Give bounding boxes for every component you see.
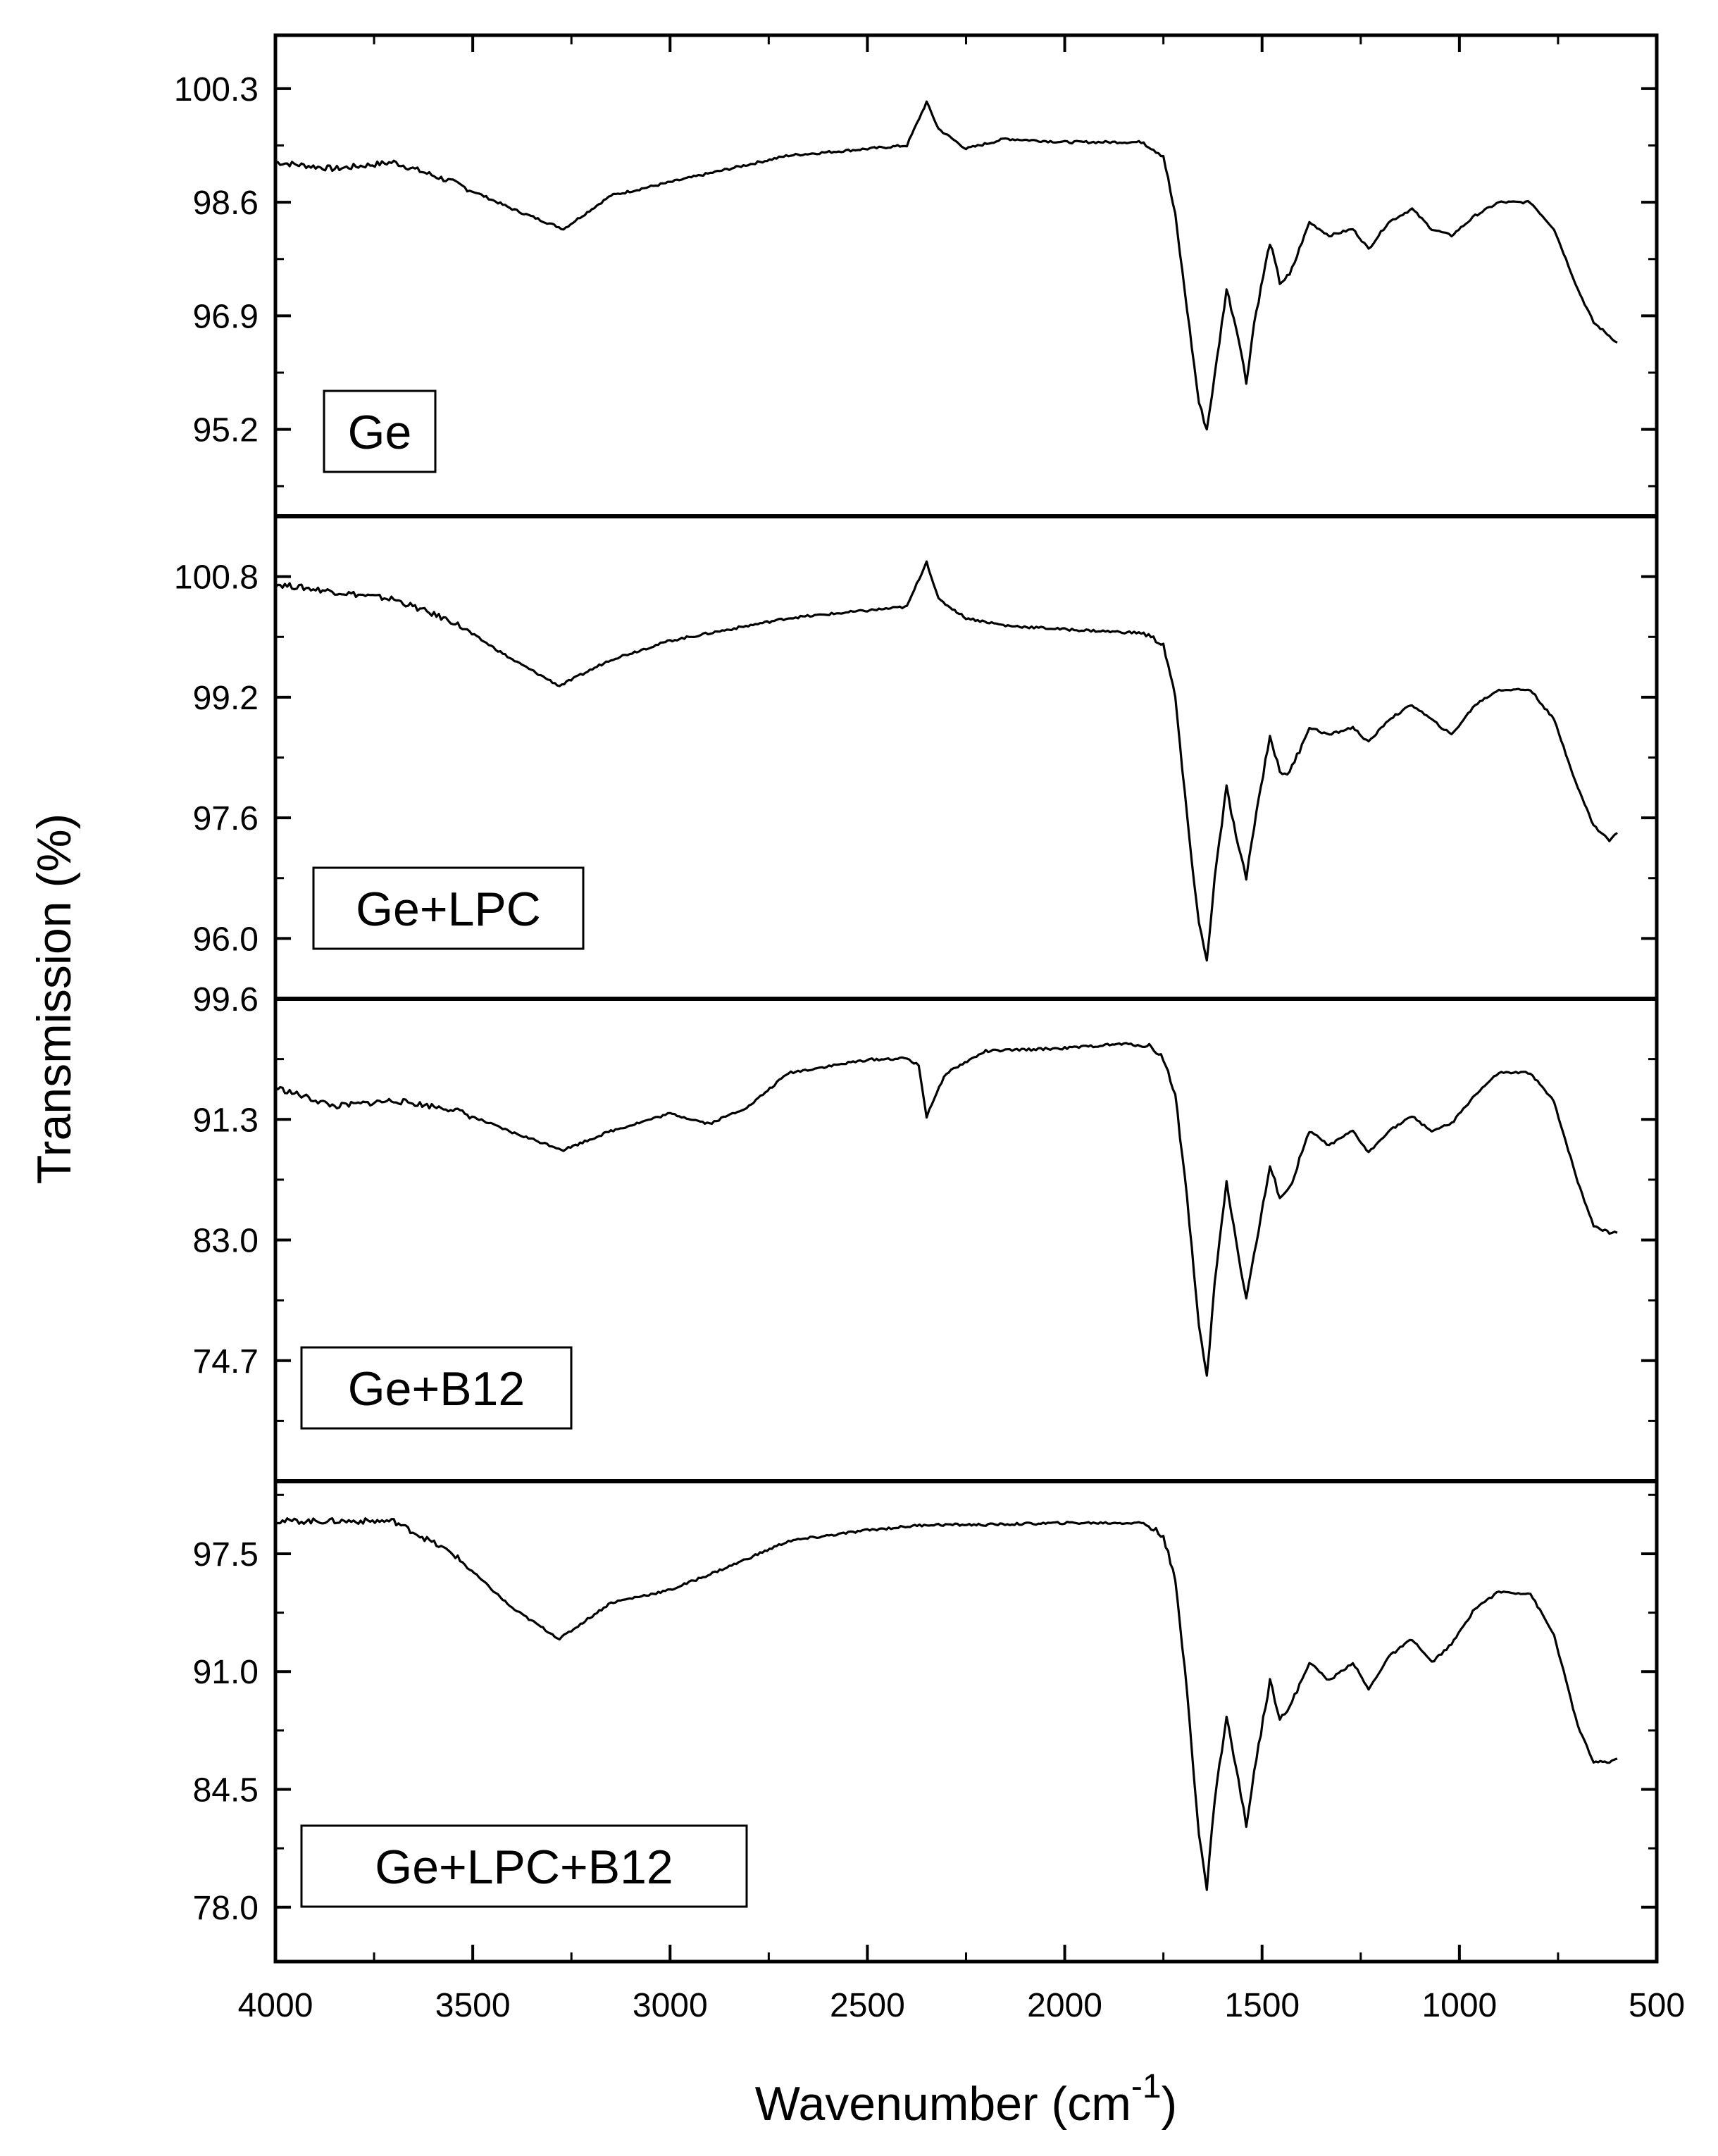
y-tick-label: 98.6 — [193, 185, 259, 222]
x-axis-title-superscript: -1 — [1131, 2068, 1162, 2105]
panel-label-box — [300, 1346, 573, 1430]
x-tick-label: 3500 — [435, 1987, 511, 2024]
x-tick-label: 1500 — [1224, 1987, 1300, 2024]
y-tick-label: 97.5 — [193, 1536, 259, 1574]
spectrum-line-2 — [274, 1042, 1618, 1377]
x-axis-title: Wavenumber (cm-1) — [755, 2068, 1177, 2131]
y-tick-label: 96.0 — [193, 921, 259, 958]
panel-frame — [273, 33, 1659, 518]
spectrum-line-0 — [275, 100, 1618, 431]
x-axis-title-text: Wavenumber (cm — [755, 2077, 1131, 2131]
y-tick-label: 84.5 — [193, 1772, 259, 1809]
x-tick-label: 500 — [1629, 1987, 1685, 2024]
y-tick-label: 100.3 — [174, 71, 259, 108]
panel-label-box — [323, 390, 437, 473]
x-tick-label: 4000 — [238, 1987, 313, 2024]
spectrum-line-1 — [274, 560, 1618, 962]
panel-label-box — [312, 866, 585, 950]
y-tick-label: 83.0 — [193, 1223, 259, 1260]
y-tick-label: 99.2 — [193, 680, 259, 717]
y-tick-label: 97.6 — [193, 800, 259, 837]
y-tick-label: 99.6 — [193, 981, 259, 1018]
panel-label: Ge+LPC — [356, 883, 541, 936]
x-tick-label: 3000 — [633, 1987, 708, 2024]
panel-label: Ge — [348, 406, 412, 459]
y-tick-label: 91.0 — [193, 1654, 259, 1691]
y-tick-label: 91.3 — [193, 1102, 259, 1139]
x-tick-label: 2500 — [830, 1987, 905, 2024]
panel-label-box — [300, 1824, 748, 1908]
x-axis-title-close: ) — [1162, 2077, 1178, 2131]
y-tick-label: 78.0 — [193, 1890, 259, 1927]
y-tick-label: 95.2 — [193, 412, 259, 449]
x-tick-label: 2000 — [1027, 1987, 1102, 2024]
y-tick-label: 96.9 — [193, 298, 259, 335]
spectrum-line-3 — [275, 1517, 1618, 1891]
y-tick-label: 74.7 — [193, 1343, 259, 1381]
y-tick-label: 100.8 — [174, 559, 259, 597]
panel-label: Ge+B12 — [348, 1362, 525, 1416]
y-axis-title: Transmission (%) — [27, 814, 81, 1184]
panel-label: Ge+LPC+B12 — [375, 1840, 673, 1894]
x-tick-label: 1000 — [1421, 1987, 1497, 2024]
